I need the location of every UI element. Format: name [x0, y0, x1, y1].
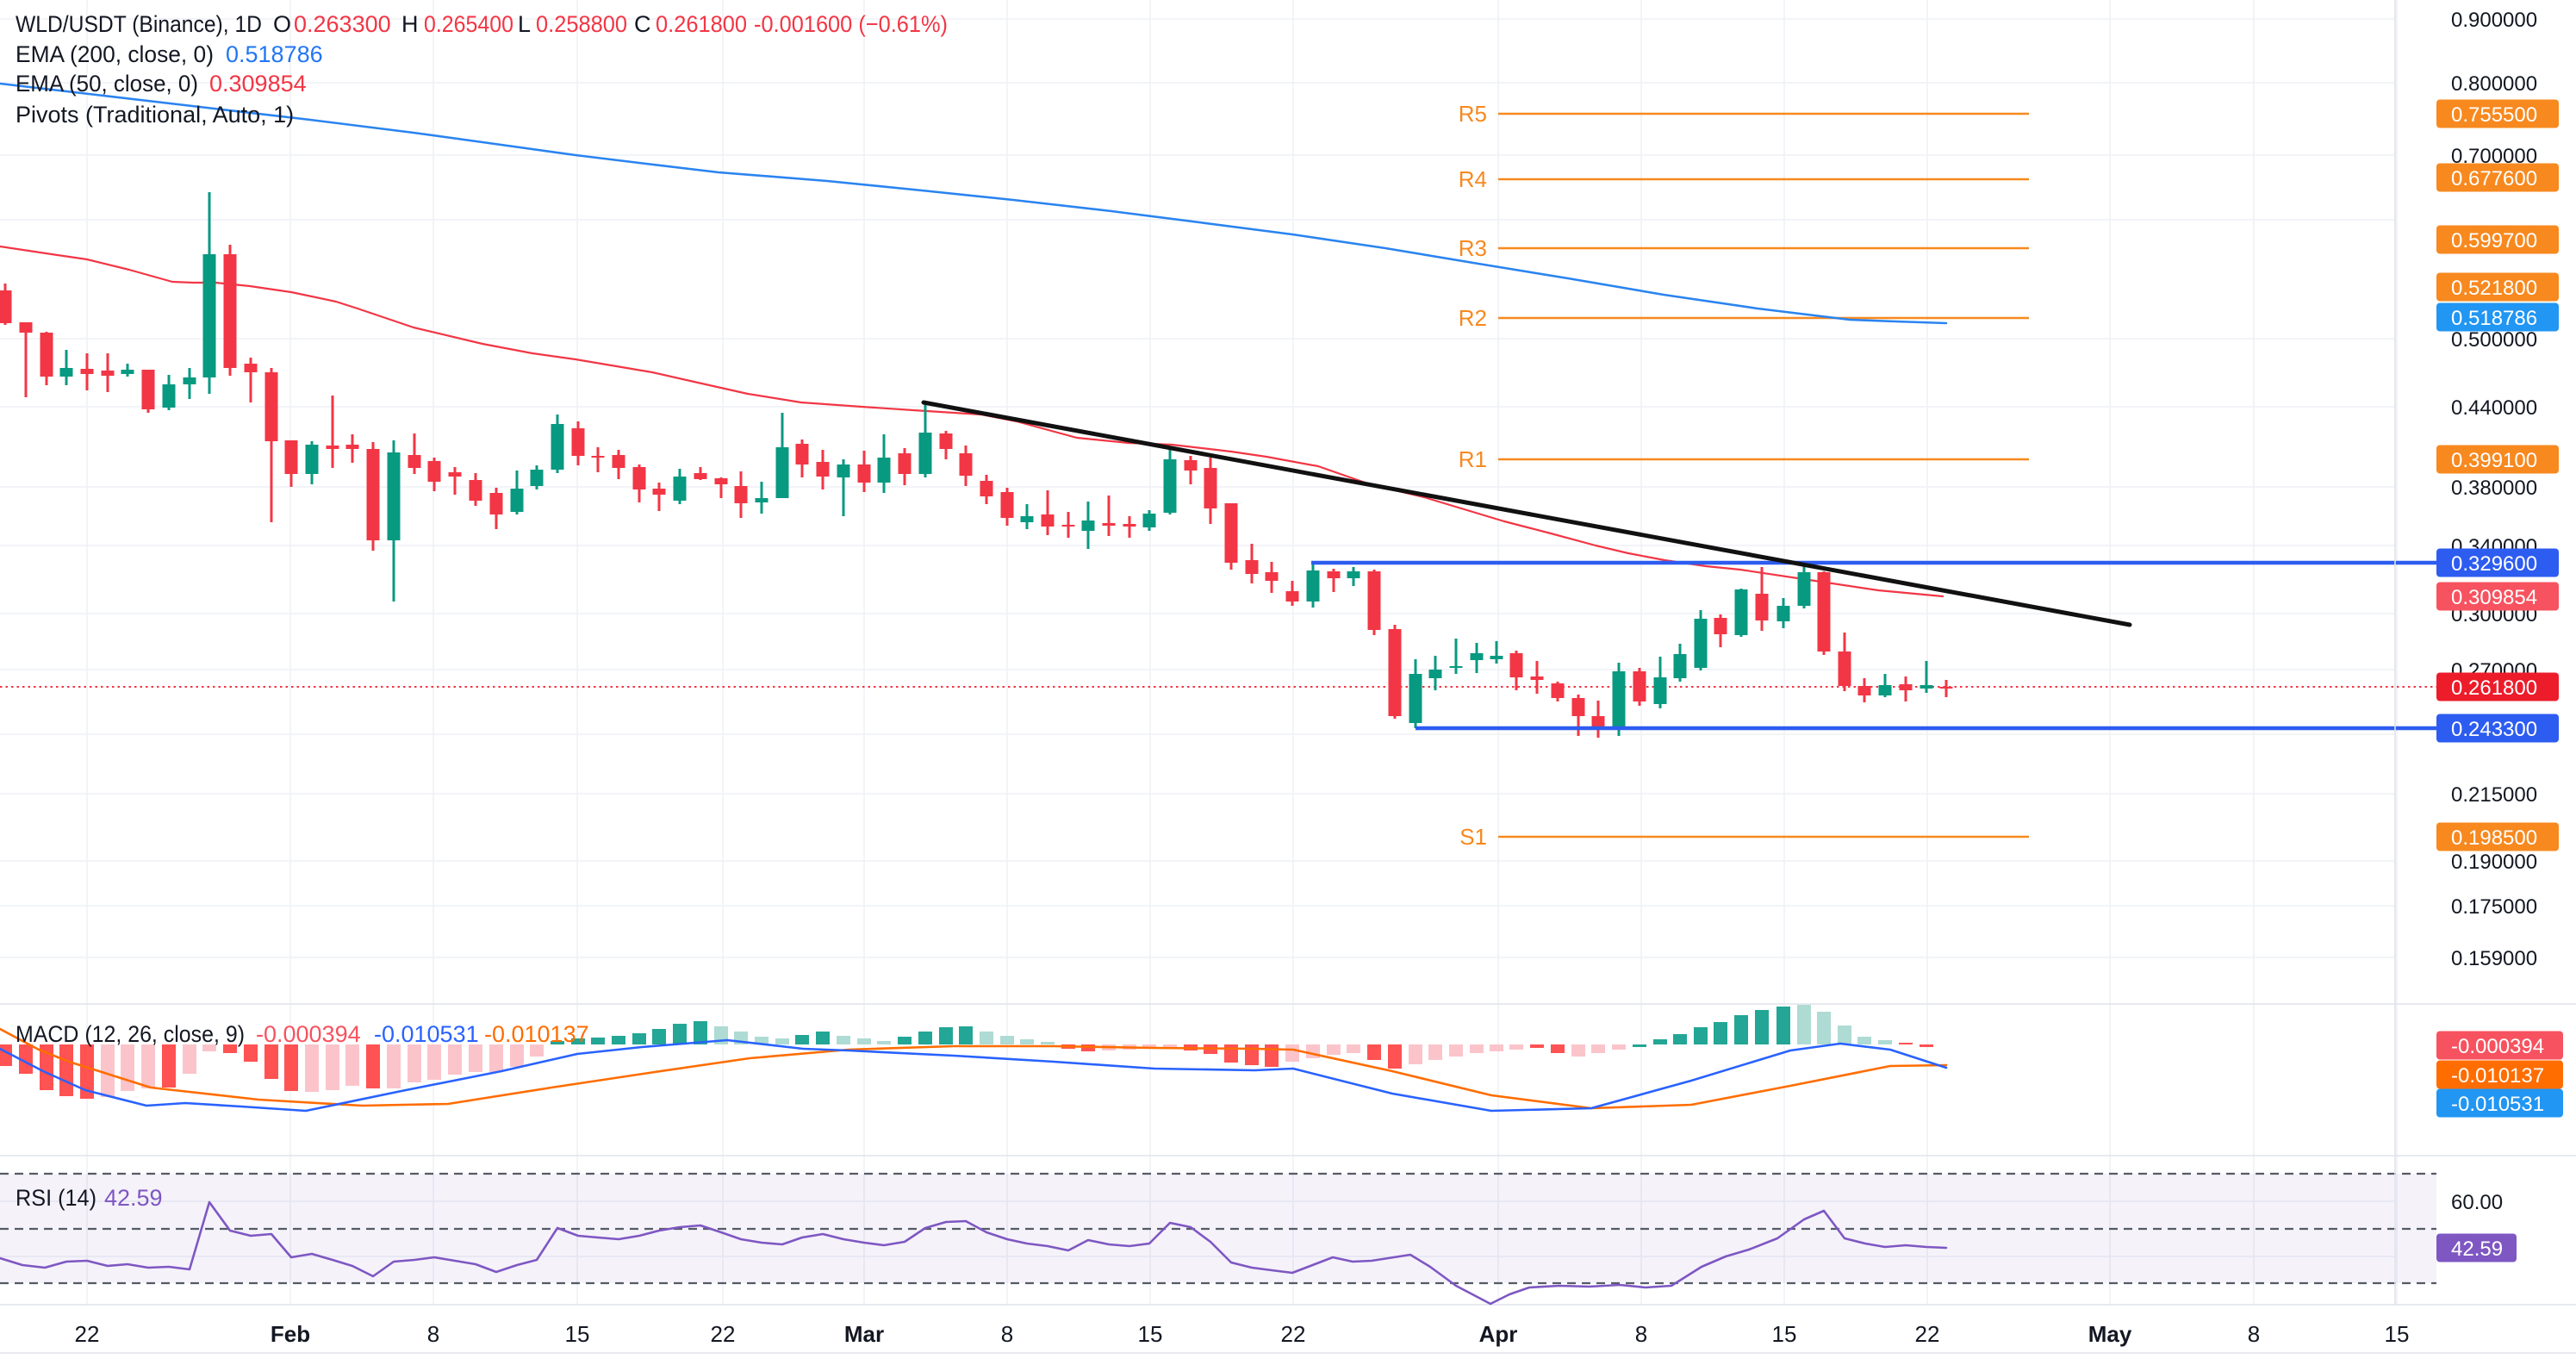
svg-text:15: 15	[1772, 1321, 1797, 1347]
svg-text:22: 22	[1281, 1321, 1306, 1347]
svg-text:0.500000: 0.500000	[2451, 328, 2537, 352]
svg-text:-0.010531: -0.010531	[374, 1021, 479, 1047]
svg-text:0.258800: 0.258800	[536, 11, 627, 37]
svg-text:0.309854: 0.309854	[209, 71, 307, 97]
svg-text:0.440000: 0.440000	[2451, 396, 2537, 420]
svg-text:0.399100: 0.399100	[2451, 449, 2537, 472]
svg-text:0.900000: 0.900000	[2451, 9, 2537, 32]
svg-text:Pivots (Traditional, Auto, 1): Pivots (Traditional, Auto, 1)	[16, 102, 294, 128]
svg-text:0.518786: 0.518786	[226, 41, 323, 67]
svg-text:42.59: 42.59	[104, 1185, 163, 1211]
svg-text:0.755500: 0.755500	[2451, 103, 2537, 127]
svg-text:H: H	[401, 11, 419, 37]
svg-text:O: O	[273, 11, 291, 37]
svg-text:WLD/USDT (Binance), 1D: WLD/USDT (Binance), 1D	[16, 11, 262, 37]
svg-text:22: 22	[75, 1321, 100, 1347]
svg-text:0.329600: 0.329600	[2451, 552, 2537, 576]
svg-text:42.59: 42.59	[2451, 1237, 2503, 1261]
svg-text:-0.010531: -0.010531	[2451, 1093, 2544, 1116]
svg-text:0.215000: 0.215000	[2451, 783, 2537, 807]
svg-text:EMA (50, close, 0): EMA (50, close, 0)	[16, 71, 198, 97]
svg-text:0.380000: 0.380000	[2451, 477, 2537, 500]
svg-text:0.261800: 0.261800	[656, 11, 747, 37]
svg-text:Apr: Apr	[1479, 1321, 1518, 1347]
svg-text:0.518786: 0.518786	[2451, 307, 2537, 330]
svg-text:Feb: Feb	[271, 1321, 310, 1347]
svg-text:0.175000: 0.175000	[2451, 895, 2537, 919]
svg-text:R1: R1	[1459, 446, 1487, 472]
svg-text:EMA (200, close, 0): EMA (200, close, 0)	[16, 41, 214, 67]
svg-text:L: L	[518, 11, 531, 37]
svg-text:R5: R5	[1459, 101, 1487, 127]
svg-text:22: 22	[1915, 1321, 1940, 1347]
svg-text:15: 15	[2385, 1321, 2410, 1347]
svg-text:15: 15	[565, 1321, 590, 1347]
svg-text:0.159000: 0.159000	[2451, 947, 2537, 970]
svg-text:-0.001600 (−0.61%): -0.001600 (−0.61%)	[754, 11, 948, 37]
svg-text:15: 15	[1138, 1321, 1163, 1347]
svg-text:22: 22	[711, 1321, 736, 1347]
svg-text:0.521800: 0.521800	[2451, 277, 2537, 300]
svg-text:0.261800: 0.261800	[2451, 676, 2537, 700]
svg-text:8: 8	[1001, 1321, 1013, 1347]
svg-text:0.190000: 0.190000	[2451, 851, 2537, 874]
svg-text:0.599700: 0.599700	[2451, 229, 2537, 252]
svg-text:8: 8	[1635, 1321, 1647, 1347]
svg-text:C: C	[634, 11, 651, 37]
svg-text:R3: R3	[1459, 235, 1487, 261]
svg-text:-0.000394: -0.000394	[2451, 1035, 2544, 1058]
svg-text:0.263300: 0.263300	[294, 11, 391, 37]
svg-text:0.677600: 0.677600	[2451, 167, 2537, 190]
svg-text:Mar: Mar	[844, 1321, 884, 1347]
svg-text:-0.010137: -0.010137	[2451, 1064, 2544, 1088]
svg-text:S1: S1	[1459, 824, 1487, 850]
svg-text:R2: R2	[1459, 305, 1487, 331]
svg-text:8: 8	[427, 1321, 439, 1347]
svg-text:0.198500: 0.198500	[2451, 826, 2537, 850]
svg-text:60.00: 60.00	[2451, 1191, 2503, 1214]
svg-text:8: 8	[2248, 1321, 2260, 1347]
svg-text:RSI (14): RSI (14)	[16, 1185, 96, 1211]
svg-text:MACD (12, 26, close, 9): MACD (12, 26, close, 9)	[16, 1021, 245, 1047]
svg-text:0.243300: 0.243300	[2451, 718, 2537, 741]
svg-text:0.265400: 0.265400	[424, 11, 513, 37]
svg-text:May: May	[2088, 1321, 2132, 1347]
svg-text:0.309854: 0.309854	[2451, 586, 2537, 609]
svg-text:0.800000: 0.800000	[2451, 72, 2537, 96]
svg-text:-0.000394: -0.000394	[256, 1021, 361, 1047]
svg-text:-0.010137: -0.010137	[484, 1021, 589, 1047]
svg-text:R4: R4	[1459, 166, 1487, 192]
